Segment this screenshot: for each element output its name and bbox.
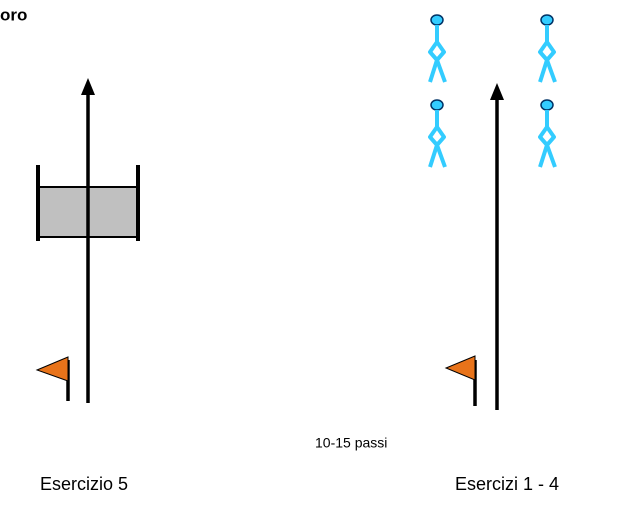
exercise-5-drawing xyxy=(35,78,140,403)
caption: Esercizio 5 xyxy=(40,474,128,494)
caption: Esercizi 1 - 4 xyxy=(455,474,559,494)
distance-label: 10-15 passi xyxy=(315,435,387,451)
exercise-1-4-drawing xyxy=(428,13,557,410)
title: oro xyxy=(0,5,27,24)
